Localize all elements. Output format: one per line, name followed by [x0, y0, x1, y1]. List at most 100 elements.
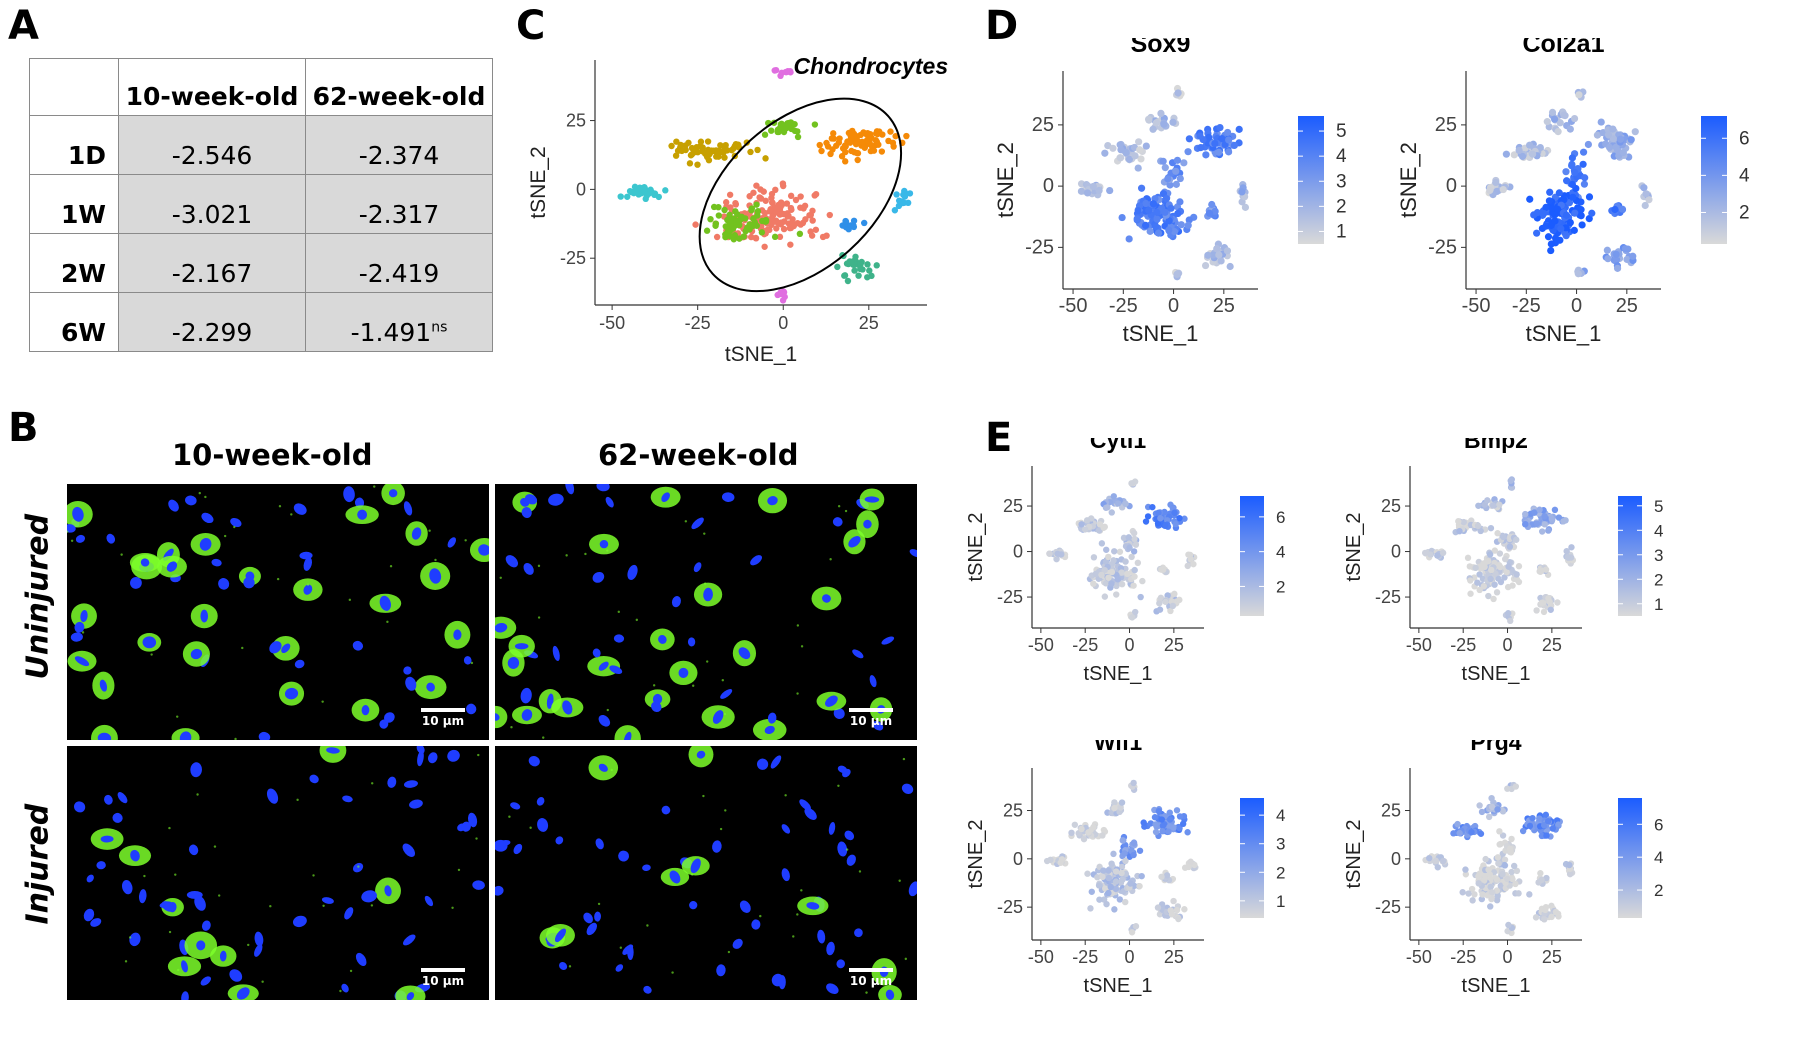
cell-point — [1642, 190, 1650, 198]
cell-point — [704, 146, 712, 154]
nucleus — [837, 841, 848, 857]
cell-point — [1538, 528, 1546, 535]
cell-point — [1616, 135, 1625, 143]
cell-point — [1512, 783, 1520, 790]
cell-point — [1170, 897, 1177, 905]
cell-point — [1434, 552, 1441, 559]
cell-point — [846, 139, 854, 146]
nucleus — [693, 562, 702, 573]
cell-point — [769, 213, 776, 220]
cell-point — [1548, 913, 1555, 921]
cell-point — [1504, 583, 1512, 591]
cell-point — [1184, 829, 1191, 836]
nucleus — [74, 621, 85, 633]
nucleus — [403, 666, 412, 675]
nucleus — [411, 527, 422, 540]
nucleus — [583, 912, 593, 924]
nucleus — [447, 749, 460, 762]
cell-point — [1485, 592, 1492, 600]
cell-point — [1529, 150, 1537, 158]
cell-point — [1184, 562, 1191, 570]
cell-point — [1477, 830, 1485, 837]
cluster-9 — [774, 288, 788, 304]
cell-point — [668, 142, 675, 150]
cell-point — [776, 233, 784, 241]
speckle — [241, 646, 244, 650]
cell-point — [854, 156, 861, 164]
micrograph-image — [74, 746, 485, 1000]
nucleus — [521, 507, 532, 519]
speckle — [321, 700, 324, 703]
cell-point — [1083, 189, 1092, 197]
nucleus — [354, 497, 365, 508]
table-row: 2W -2.167 -2.419 — [29, 233, 493, 293]
cell-point — [1122, 558, 1129, 565]
cell-point — [771, 233, 779, 241]
cell-point — [760, 188, 767, 195]
x-tick-label: -25 — [1072, 947, 1098, 967]
nucleus — [658, 634, 667, 644]
nucleus — [463, 656, 472, 665]
x-axis-label: tSNE_1 — [1462, 663, 1531, 685]
cell-point — [1540, 608, 1548, 616]
cell-point — [1078, 825, 1085, 833]
scale-bar-label: 10 μm — [849, 714, 893, 728]
cell-point — [742, 227, 749, 235]
cell-point — [828, 135, 836, 142]
cell-point — [1111, 906, 1118, 913]
cell-point — [864, 261, 871, 268]
table-header-62wk: 62-week-old — [305, 58, 493, 116]
cell-point — [845, 129, 853, 137]
cell-point — [1518, 152, 1527, 160]
feature-title: Wif1 — [1094, 740, 1143, 755]
nucleus — [361, 705, 370, 716]
cell-point — [844, 277, 852, 285]
cell-point — [823, 139, 830, 147]
cell-point — [1235, 125, 1243, 133]
cell-point — [797, 193, 804, 200]
cell-point — [1554, 128, 1562, 136]
cell-point — [1492, 178, 1500, 187]
nucleus — [520, 687, 532, 704]
cell-point — [722, 223, 729, 230]
x-tick-label: -25 — [1072, 635, 1098, 655]
nucleus — [623, 731, 632, 740]
x-tick-label: 25 — [1542, 635, 1562, 655]
cell-point — [1217, 257, 1225, 265]
legend-tick-label: 6 — [1276, 508, 1285, 527]
legend-tick-label: 3 — [1276, 835, 1285, 854]
x-tick-label: -50 — [1462, 295, 1491, 317]
cell-point — [1157, 515, 1164, 522]
nucleus — [200, 976, 211, 986]
cell-point — [1560, 518, 1567, 525]
x-tick-label: -25 — [1450, 947, 1476, 967]
cell-point — [1504, 875, 1511, 883]
cell-point — [1456, 527, 1463, 535]
cell-point — [1540, 209, 1548, 218]
cell-point — [1128, 480, 1135, 487]
nucleus — [100, 835, 114, 843]
cell-point — [1156, 600, 1163, 607]
cell-point — [1185, 135, 1193, 143]
nucleus — [615, 964, 624, 972]
nucleus — [825, 695, 838, 707]
nucleus — [846, 854, 856, 866]
cell-point — [893, 191, 900, 198]
cell-point — [1568, 154, 1577, 162]
nucleus — [201, 920, 211, 931]
cell-point — [812, 190, 820, 198]
cell-point — [712, 222, 719, 229]
cell-point — [768, 194, 775, 202]
cell-point — [1177, 221, 1185, 229]
nucleus — [75, 534, 86, 543]
cell-point — [1555, 821, 1562, 828]
cell-point — [834, 263, 841, 271]
cell-point — [1509, 875, 1516, 883]
color-legend-bar — [1240, 496, 1264, 616]
nucleus — [690, 858, 701, 874]
speckle — [796, 913, 799, 916]
cell-point — [1144, 115, 1153, 123]
cell-point — [1108, 568, 1116, 576]
cell-point — [772, 186, 779, 194]
chondrocyte-ellipse — [698, 97, 903, 293]
